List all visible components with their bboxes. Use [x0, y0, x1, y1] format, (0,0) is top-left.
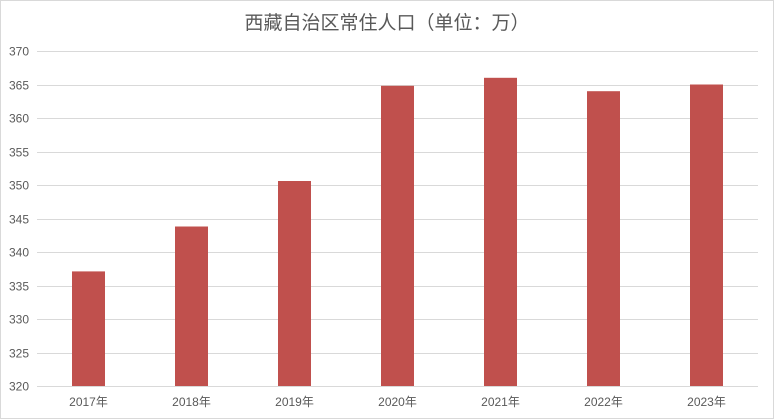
x-tick-label: 2018年 [172, 395, 211, 409]
y-tick-label: 360 [9, 112, 29, 126]
bar [72, 271, 105, 386]
x-tick-label: 2020年 [378, 395, 417, 409]
y-tick-label: 325 [9, 347, 29, 361]
x-tick-label: 2019年 [275, 395, 314, 409]
y-tick-label: 355 [9, 146, 29, 160]
y-tick-label: 350 [9, 179, 29, 193]
x-tick-label: 2023年 [687, 395, 726, 409]
x-tick-label: 2017年 [69, 395, 108, 409]
bar [587, 91, 620, 386]
bar [278, 181, 311, 386]
y-axis-ticks: 320 325 330 335 340 345 350 355 360 365 370 [9, 45, 29, 394]
y-tick-label: 320 [9, 380, 29, 394]
y-tick-label: 370 [9, 45, 29, 59]
bars [72, 77, 723, 387]
x-tick-label: 2022年 [584, 395, 623, 409]
bar [381, 85, 414, 387]
y-tick-label: 365 [9, 79, 29, 93]
y-tick-label: 345 [9, 213, 29, 227]
x-tick-label: 2021年 [481, 395, 520, 409]
bar [175, 226, 208, 386]
y-tick-label: 330 [9, 313, 29, 327]
chart-title: 西藏自治区常住人口（单位：万） [244, 12, 530, 34]
x-axis-labels: 2017年 2018年 2019年 2020年 2021年 2022年 2023年 [69, 395, 726, 409]
y-tick-label: 335 [9, 280, 29, 294]
bar [690, 84, 723, 386]
y-tick-label: 340 [9, 246, 29, 260]
bar [484, 77, 517, 387]
